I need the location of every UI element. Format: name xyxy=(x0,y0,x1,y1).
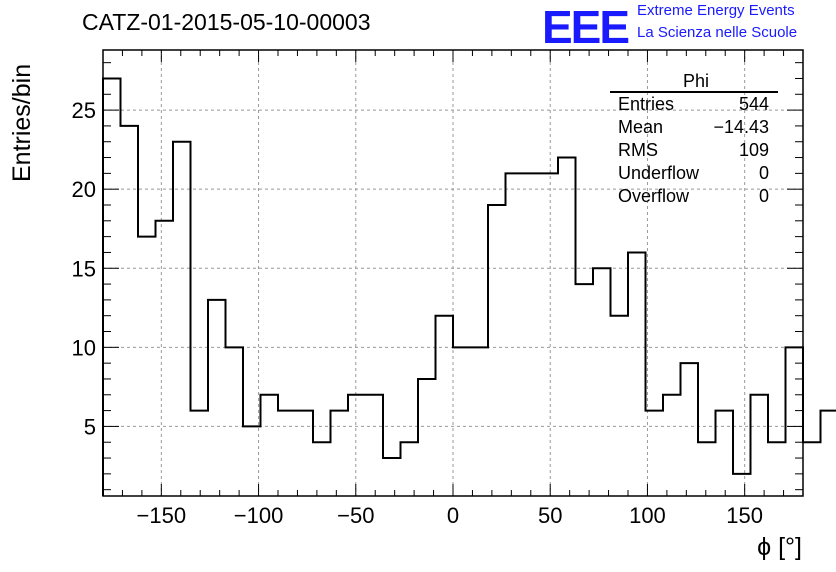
histogram-bin xyxy=(401,442,419,496)
histogram-bin xyxy=(383,458,401,496)
histogram-bin xyxy=(488,205,506,496)
stats-label: Mean xyxy=(618,117,663,137)
histogram-bin xyxy=(558,158,576,496)
histogram-bin xyxy=(681,363,699,496)
histogram-bin xyxy=(593,268,611,496)
histogram-bin xyxy=(716,411,734,496)
histogram-bin xyxy=(821,411,836,496)
histogram-bin xyxy=(191,411,209,496)
histogram-bin xyxy=(226,347,244,496)
logo-caption-line1: Extreme Energy Events xyxy=(637,2,795,19)
x-tick-label: −150 xyxy=(137,503,187,528)
histogram-bin xyxy=(628,252,646,496)
histogram-bin xyxy=(121,126,139,496)
histogram-bin xyxy=(576,284,594,496)
x-tick-label: −50 xyxy=(337,503,374,528)
x-tick-label: 100 xyxy=(629,503,666,528)
histogram-bin xyxy=(436,316,454,496)
stats-title: Phi xyxy=(683,71,709,91)
histogram-bin xyxy=(418,379,436,496)
histogram-bin xyxy=(331,411,349,496)
stats-label: Overflow xyxy=(618,186,690,206)
histogram-bin xyxy=(541,173,559,496)
x-tick-label: −100 xyxy=(234,503,284,528)
histogram-bin xyxy=(733,474,751,496)
histogram-bin xyxy=(453,347,471,496)
histogram-bin xyxy=(803,442,821,496)
histogram-bin xyxy=(173,142,191,496)
stats-label: RMS xyxy=(618,140,658,160)
logo-caption-line2: La Scienza nelle Scuole xyxy=(637,24,798,41)
histogram-outline xyxy=(102,77,836,496)
histogram-bin xyxy=(261,395,279,496)
y-tick-label: 25 xyxy=(72,98,96,123)
y-tick-label: 10 xyxy=(72,335,96,360)
x-tick-label: 50 xyxy=(538,503,562,528)
histogram-bin xyxy=(611,316,629,496)
histogram-bin xyxy=(243,426,261,496)
histogram-bin xyxy=(506,173,524,496)
chart-title: CATZ-01-2015-05-10-00003 xyxy=(82,9,371,35)
y-tick-label: 5 xyxy=(84,414,96,439)
eee-logo: EEE xyxy=(542,1,630,53)
stats-value: −14.43 xyxy=(713,117,769,137)
histogram-bin xyxy=(313,442,331,496)
y-tick-label: 20 xyxy=(72,177,96,202)
histogram-bin xyxy=(366,395,384,496)
histogram-bin xyxy=(698,442,716,496)
x-axis-label: ϕ [°] xyxy=(757,533,802,561)
stats-label: Underflow xyxy=(618,163,700,183)
histogram-bin xyxy=(296,411,314,496)
histogram-bin xyxy=(348,395,366,496)
x-tick-label: 150 xyxy=(726,503,763,528)
stats-value: 0 xyxy=(759,163,769,183)
stats-label: Entries xyxy=(618,94,674,114)
histogram-bin xyxy=(278,411,296,496)
stats-value: 544 xyxy=(739,94,769,114)
x-tick-label: 0 xyxy=(447,503,459,528)
histogram-bin xyxy=(663,395,681,496)
histogram-bin xyxy=(208,300,226,496)
y-axis-label: Entries/bin xyxy=(8,63,36,182)
stats-value: 109 xyxy=(739,140,769,160)
y-tick-label: 15 xyxy=(72,256,96,281)
histogram-bin xyxy=(523,173,541,496)
histogram-bin xyxy=(138,237,156,496)
histogram-bin xyxy=(471,347,489,496)
stats-value: 0 xyxy=(759,186,769,206)
histogram-bin xyxy=(646,411,664,496)
histogram-bin xyxy=(156,221,174,496)
histogram-bin xyxy=(751,395,769,496)
histogram-bin xyxy=(103,78,121,496)
histogram-bin xyxy=(768,442,786,496)
